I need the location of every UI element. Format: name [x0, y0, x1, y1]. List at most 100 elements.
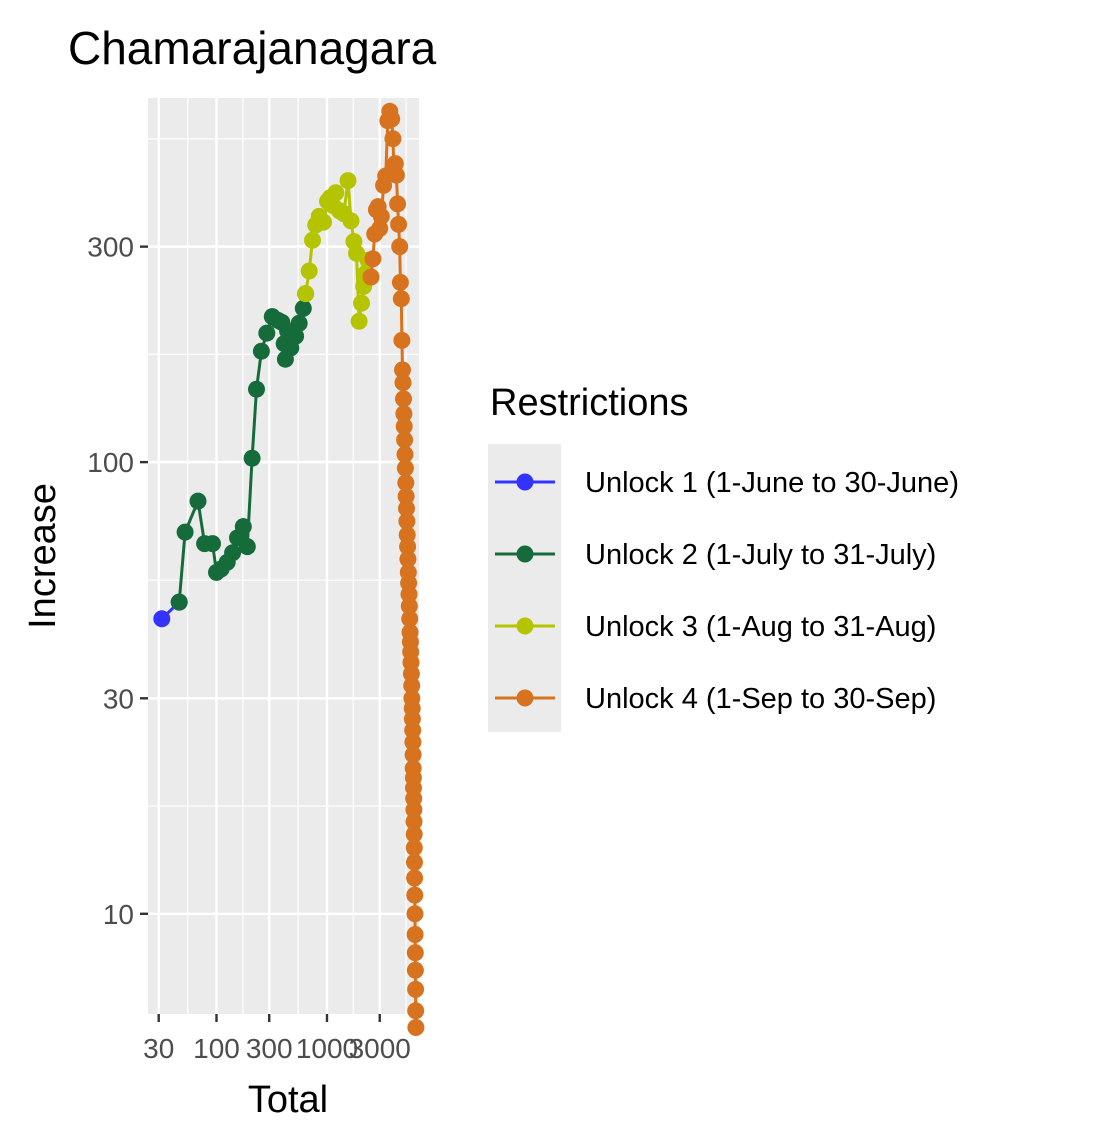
x-tick-label: 30 — [143, 1033, 174, 1064]
data-point — [287, 327, 305, 345]
legend-key-point — [516, 617, 534, 635]
data-point — [297, 285, 315, 303]
data-point — [397, 487, 415, 505]
y-tick-label: 10 — [103, 899, 134, 930]
data-point — [393, 331, 411, 349]
data-point — [384, 130, 402, 148]
data-point — [404, 746, 422, 764]
data-point — [224, 544, 242, 562]
legend-key-point — [516, 689, 534, 707]
data-point — [300, 262, 318, 280]
legend-key-point — [516, 473, 534, 491]
data-point — [290, 314, 308, 332]
data-point — [395, 417, 413, 435]
data-point — [339, 172, 357, 190]
legend-item: Unlock 2 (1-July to 31-July) — [495, 539, 936, 571]
data-point — [153, 610, 171, 628]
legend: Restrictions Unlock 1 (1-June to 30-June… — [488, 382, 959, 732]
data-point — [234, 518, 252, 536]
data-point — [189, 492, 207, 510]
data-point — [394, 374, 412, 392]
data-point — [391, 273, 409, 291]
data-point — [327, 184, 345, 202]
data-point — [350, 312, 368, 330]
data-point — [258, 324, 276, 342]
y-tick-label: 100 — [87, 447, 134, 478]
grid-major — [148, 98, 419, 1014]
data-point — [399, 538, 417, 556]
data-point — [294, 299, 312, 317]
y-tick-label: 300 — [87, 232, 134, 263]
data-point — [252, 342, 270, 360]
data-point — [406, 961, 424, 979]
data-point — [392, 290, 410, 308]
legend-label: Unlock 4 (1-Sep to 30-Sep) — [585, 683, 936, 715]
legend-key-background — [488, 444, 561, 732]
legend-label: Unlock 2 (1-July to 31-July) — [585, 539, 936, 571]
data-point — [405, 813, 423, 831]
data-point — [407, 980, 425, 998]
legend-label: Unlock 1 (1-June to 30-June) — [585, 467, 959, 499]
data-point — [243, 449, 261, 467]
data-point — [362, 268, 380, 286]
data-point — [406, 905, 424, 923]
data-point — [364, 250, 382, 268]
legend-items: Unlock 1 (1-June to 30-June) Unlock 2 (1-… — [495, 467, 959, 715]
data-point — [315, 213, 332, 231]
data-point — [389, 195, 407, 213]
x-tick-label: 1000 — [296, 1033, 358, 1064]
data-point — [397, 474, 415, 492]
x-tick-label: 300 — [246, 1033, 293, 1064]
data-point — [248, 380, 265, 398]
series-2 — [170, 285, 315, 611]
data-point — [387, 166, 405, 184]
x-tick-label: 100 — [193, 1033, 240, 1064]
data-point — [396, 431, 414, 449]
data-point — [372, 207, 390, 225]
legend-item: Unlock 3 (1-Aug to 31-Aug) — [495, 611, 936, 643]
data-point — [404, 721, 422, 739]
data-point — [395, 390, 412, 408]
data-point — [405, 801, 423, 819]
data-point — [238, 538, 256, 556]
data-point — [402, 665, 420, 683]
data-point — [342, 212, 360, 230]
data-point — [407, 1019, 425, 1036]
y-tick-label: 30 — [103, 683, 134, 714]
legend-label: Unlock 3 (1-Aug to 31-Aug) — [585, 611, 936, 643]
data-point — [304, 231, 321, 249]
data-point — [390, 215, 408, 233]
data-point — [406, 886, 424, 904]
series-4 — [362, 102, 425, 1036]
data-point — [404, 733, 422, 751]
data-point — [170, 593, 188, 611]
legend-item: Unlock 1 (1-June to 30-June) — [495, 467, 959, 499]
x-tick-label: 3000 — [349, 1033, 411, 1064]
data-point — [406, 944, 424, 962]
data-point — [204, 535, 221, 553]
data-point — [405, 839, 423, 857]
data-point — [406, 926, 424, 943]
data-point — [405, 825, 423, 843]
data-point — [406, 869, 424, 887]
data-point — [406, 853, 423, 871]
data-point — [176, 523, 194, 541]
data-point — [391, 238, 409, 256]
chart-title: Chamarajanagara — [68, 22, 437, 74]
series-layer — [153, 102, 425, 1036]
data-point — [398, 499, 415, 517]
data-point — [398, 512, 416, 530]
data-point — [396, 459, 414, 477]
y-axis-title: Increase — [22, 483, 64, 629]
data-point — [400, 585, 418, 603]
data-point — [407, 1002, 425, 1020]
data-point — [395, 405, 413, 423]
data-point — [353, 294, 370, 312]
legend-item: Unlock 4 (1-Sep to 30-Sep) — [495, 683, 936, 715]
data-point — [396, 445, 414, 463]
x-axis-title: Total — [248, 1079, 328, 1121]
data-point — [401, 610, 419, 628]
data-point — [383, 110, 401, 128]
